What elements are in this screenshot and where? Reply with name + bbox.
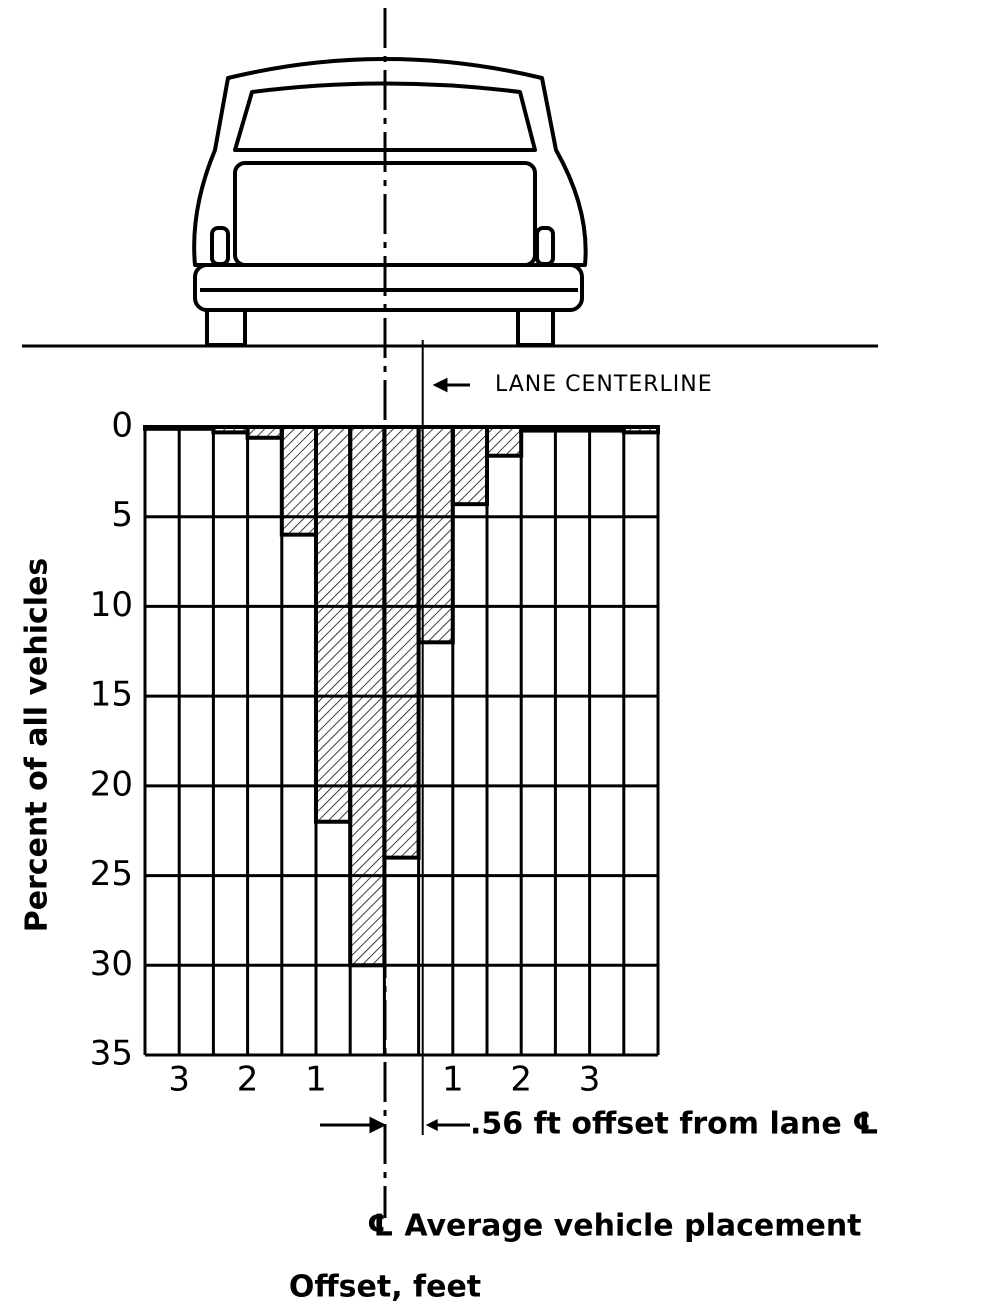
car-drawing [22, 57, 878, 348]
bar [279, 425, 318, 537]
y-tick-label: 10 [90, 585, 133, 625]
bar [211, 425, 250, 435]
x-tick-label: 3 [579, 1060, 601, 1100]
bar [416, 425, 455, 645]
bar [348, 425, 387, 968]
y-axis-title: Percent of all vehicles [20, 558, 55, 933]
x-tick-label: 3 [168, 1060, 190, 1100]
x-tick-label: 2 [510, 1060, 532, 1100]
arrows [320, 377, 470, 1134]
x-axis-title: Offset, feet [289, 1270, 481, 1305]
y-tick-label: 25 [90, 854, 133, 894]
bar [485, 425, 524, 458]
bar [382, 425, 421, 860]
bar [245, 425, 284, 440]
y-tick-label: 30 [90, 944, 133, 984]
bar [314, 425, 353, 824]
y-tick-label: 35 [90, 1034, 133, 1074]
y-tick-label: 0 [111, 406, 133, 446]
x-tick-label: 1 [442, 1060, 464, 1100]
x-tick-label: 2 [237, 1060, 259, 1100]
bar [587, 425, 626, 433]
bar [621, 425, 660, 435]
x-tick-label: 1 [305, 1060, 327, 1100]
bar [177, 425, 216, 431]
lane-centerline-label: LANE CENTERLINE [495, 372, 713, 397]
placement-annotation: ℄ Average vehicle placement [367, 1209, 862, 1244]
bar [450, 425, 489, 507]
y-tick-label: 5 [111, 495, 133, 535]
offset-annotation: .56 ft offset from lane ℄ [470, 1107, 879, 1142]
y-tick-label: 20 [90, 764, 133, 804]
bar [143, 425, 182, 431]
bar [519, 425, 558, 433]
offset-arrowhead [425, 1119, 438, 1131]
y-tick-label: 15 [90, 675, 133, 715]
bar [553, 425, 592, 433]
